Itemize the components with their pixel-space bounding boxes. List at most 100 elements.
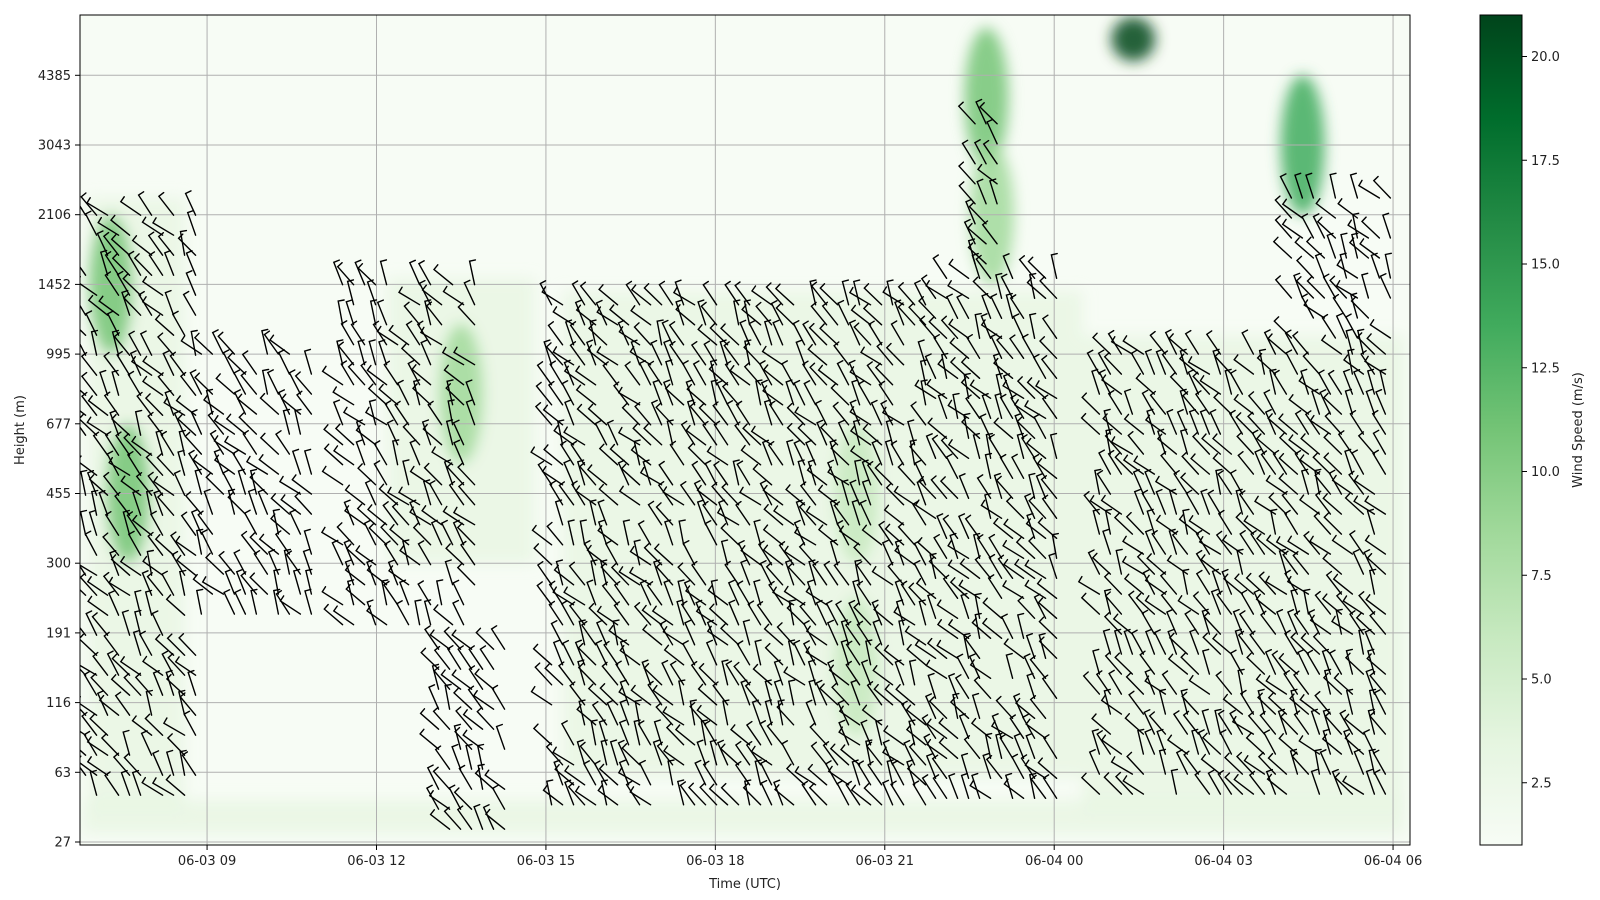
wind-barb — [412, 379, 421, 406]
wind-barb — [651, 605, 674, 626]
wind-barb — [691, 560, 707, 586]
wind-barb — [1235, 488, 1244, 515]
wind-barb — [589, 499, 597, 526]
wind-barb — [1321, 313, 1337, 339]
wind-barb — [1023, 653, 1036, 679]
wind-barb — [1212, 348, 1222, 375]
wind-barb — [136, 391, 153, 416]
wind-barb — [569, 341, 586, 366]
wind-barb — [794, 406, 817, 426]
wind-barb — [1167, 628, 1178, 655]
wind-barb — [421, 505, 443, 526]
y-tick-label: 455 — [46, 487, 71, 502]
wind-barb — [926, 378, 948, 399]
wind-barb — [1002, 539, 1025, 559]
wind-barb — [1314, 490, 1332, 515]
wind-barb — [1201, 433, 1222, 455]
wind-barb — [280, 393, 302, 415]
wind-barb — [913, 560, 927, 586]
wind-barb — [139, 330, 153, 356]
wind-barb — [650, 339, 663, 366]
wind-barb — [1366, 552, 1387, 575]
wind-barb — [894, 659, 905, 686]
wind-barb — [740, 559, 751, 586]
wind-barb — [289, 509, 302, 535]
wind-barb — [663, 339, 674, 366]
wind-barb — [86, 756, 109, 776]
wind-barb — [1144, 595, 1167, 615]
wind-barb — [1370, 252, 1381, 279]
wind-barb — [1180, 652, 1200, 675]
wind-barb — [897, 522, 916, 546]
wind-barb — [1229, 709, 1244, 735]
wind-barb — [774, 283, 795, 306]
wind-barb — [880, 400, 894, 426]
wind-barb — [885, 419, 894, 446]
wind-barb — [1092, 508, 1101, 535]
wind-barb — [1329, 275, 1348, 299]
wind-barb — [165, 594, 186, 616]
wind-barb — [1309, 614, 1332, 635]
wind-barb — [575, 384, 597, 406]
wind-barb — [541, 286, 564, 306]
wind-barb — [656, 319, 664, 346]
wind-barb — [975, 254, 992, 279]
wind-barb — [1168, 528, 1178, 555]
wind-barb — [1005, 496, 1025, 519]
wind-barb — [1345, 648, 1354, 675]
wind-barb — [745, 720, 762, 746]
wind-barb — [1033, 413, 1047, 439]
wind-barb — [995, 695, 1014, 719]
wind-barb — [380, 522, 399, 546]
wind-barb — [1158, 748, 1167, 775]
wind-barb — [653, 543, 674, 566]
wind-barb — [1366, 653, 1387, 675]
wind-barb — [1224, 752, 1244, 775]
wind-barb — [720, 323, 740, 346]
wind-barb — [111, 413, 131, 436]
wind-barb — [1307, 609, 1321, 635]
wind-barb — [1363, 549, 1376, 575]
wind-barb — [242, 430, 258, 455]
wind-barb — [593, 760, 608, 786]
wind-barb — [848, 599, 861, 626]
wind-barb — [1321, 733, 1343, 755]
wind-barb — [430, 519, 443, 546]
wind-barb — [1331, 615, 1354, 635]
wind-barb — [579, 519, 587, 546]
wind-barb — [958, 181, 976, 205]
wind-barb — [445, 419, 454, 446]
wind-barb — [1164, 329, 1178, 355]
wind-barb — [957, 101, 976, 125]
wind-barb — [604, 540, 619, 566]
wind-barb — [897, 462, 916, 486]
wind-barb — [1143, 709, 1156, 735]
wind-barb — [1212, 633, 1233, 655]
wind-barb — [1322, 493, 1343, 515]
wind-barb — [457, 645, 473, 670]
wind-barb — [817, 484, 839, 506]
wind-barb — [755, 301, 773, 326]
wind-barb — [1195, 569, 1211, 595]
wind-barb — [740, 444, 762, 466]
wind-barb — [104, 771, 120, 796]
wind-barb — [826, 459, 839, 486]
wind-barb — [712, 401, 729, 426]
wind-barb — [1235, 512, 1255, 535]
wind-barb — [1011, 453, 1025, 479]
wind-barb — [1146, 508, 1156, 535]
wind-barb — [1201, 732, 1222, 755]
wind-barb — [696, 484, 718, 506]
wind-barb — [173, 410, 186, 436]
wind-barb — [1141, 609, 1156, 635]
wind-barb — [1016, 432, 1025, 459]
wind-barb — [537, 460, 553, 486]
wind-barb — [1021, 713, 1036, 739]
wind-barb — [916, 537, 937, 559]
wind-barb — [1305, 172, 1315, 199]
wind-barb — [815, 679, 828, 706]
wind-barb — [1192, 431, 1211, 455]
wind-barb — [1160, 451, 1178, 475]
wind-barb — [1314, 748, 1322, 775]
wind-barb — [1108, 669, 1123, 695]
